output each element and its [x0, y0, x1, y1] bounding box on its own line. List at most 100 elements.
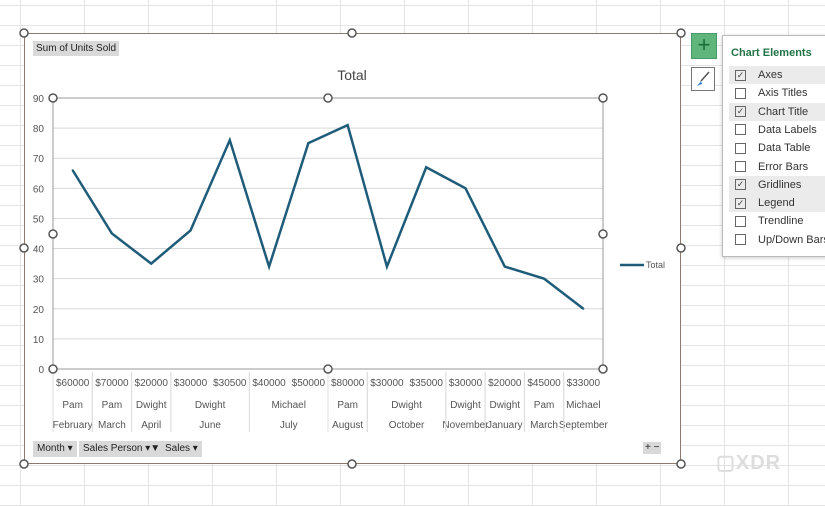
- chart-elements-panel: Chart Elements ✓ Axes Axis Titles ✓ Chart Ti…: [722, 35, 825, 257]
- series-line-total[interactable]: [71, 123, 585, 310]
- chart-element-label: Axes: [758, 69, 783, 81]
- chart-element-error-bars[interactable]: Error Bars: [729, 158, 825, 176]
- chart-styles-button[interactable]: [691, 67, 715, 91]
- checkbox[interactable]: [735, 161, 746, 172]
- values-field-button[interactable]: Sum of Units Sold: [33, 41, 120, 56]
- chart-resize-handle[interactable]: [19, 459, 29, 469]
- person-group-label: Pam: [62, 400, 83, 411]
- data-point[interactable]: [425, 166, 428, 169]
- chart-element-gridlines[interactable]: ✓ Gridlines: [729, 175, 825, 194]
- plot-resize-handle[interactable]: [48, 229, 58, 239]
- person-group-label: Dwight: [391, 400, 422, 411]
- person-group-label: Dwight: [489, 400, 520, 411]
- plot-resize-handle[interactable]: [323, 93, 333, 103]
- checkbox[interactable]: ✓: [735, 69, 746, 81]
- y-tick-label: 0: [38, 365, 44, 376]
- expand-collapse-buttons[interactable]: + −: [643, 442, 662, 454]
- data-point[interactable]: [189, 229, 192, 232]
- legend-label[interactable]: Total: [646, 260, 665, 270]
- x-tick-label: $30000: [449, 378, 483, 389]
- chart-element-data-table[interactable]: Data Table: [729, 139, 825, 157]
- x-tick-label: $30500: [213, 378, 247, 389]
- chart-element-label: Axis Titles: [758, 87, 808, 100]
- chart-element-label: Data Labels: [758, 123, 817, 136]
- x-tick-label: $80000: [331, 378, 365, 389]
- checkbox[interactable]: [735, 87, 746, 99]
- month-group-label: March: [530, 420, 558, 431]
- xdr-watermark: ▢XDR: [716, 452, 782, 474]
- person-group-label: Pam: [102, 400, 123, 411]
- data-point[interactable]: [385, 265, 388, 268]
- y-tick-label: 20: [33, 305, 45, 316]
- checkbox[interactable]: ✓: [735, 197, 746, 209]
- plot-resize-handle[interactable]: [598, 229, 608, 239]
- chart-element-up-down-bars[interactable]: Up/Down Bars: [729, 231, 825, 249]
- chart-elements-button[interactable]: +: [691, 33, 717, 59]
- data-point[interactable]: [582, 307, 585, 310]
- x-tick-label: $30000: [370, 378, 404, 389]
- x-tick-label: $20000: [135, 378, 169, 389]
- checkbox[interactable]: [735, 215, 746, 227]
- y-tick-label: 40: [33, 245, 45, 256]
- sales-person-field-button[interactable]: Sales Person ▾▼: [79, 441, 165, 457]
- chart-resize-handle[interactable]: [676, 459, 686, 469]
- chart-title: Total: [337, 67, 367, 83]
- data-point[interactable]: [307, 142, 310, 145]
- x-tick-label: $30000: [174, 378, 208, 389]
- month-group-label: June: [199, 420, 221, 431]
- plot-resize-handle[interactable]: [323, 364, 333, 374]
- y-tick-label: 50: [33, 214, 45, 225]
- data-point[interactable]: [346, 124, 349, 127]
- plot-area[interactable]: [52, 97, 604, 370]
- checkbox[interactable]: [735, 234, 746, 246]
- plot-resize-handle[interactable]: [48, 93, 58, 103]
- chart-element-chart-title[interactable]: ✓ Chart Title: [729, 102, 825, 121]
- plot-resize-handle[interactable]: [598, 364, 608, 374]
- data-point[interactable]: [503, 265, 506, 268]
- checkbox[interactable]: ✓: [735, 179, 746, 191]
- chart-resize-handle[interactable]: [676, 243, 686, 253]
- chart-resize-handle[interactable]: [19, 243, 29, 253]
- chart-resize-handle[interactable]: [347, 28, 357, 38]
- person-group-label: Michael: [566, 400, 600, 411]
- chart-resize-handle[interactable]: [676, 28, 686, 38]
- sales-field-button[interactable]: Sales ▾: [161, 441, 202, 457]
- filter-icon: ▼: [150, 443, 161, 454]
- month-label: Month: [37, 443, 65, 454]
- chart-element-label: Data Table: [758, 142, 811, 155]
- month-field-button[interactable]: Month ▾: [33, 441, 77, 457]
- chart-element-axis-titles[interactable]: Axis Titles: [729, 84, 825, 102]
- data-point[interactable]: [71, 169, 74, 172]
- data-point[interactable]: [543, 277, 546, 280]
- checkbox[interactable]: [735, 124, 746, 136]
- chart-element-data-labels[interactable]: Data Labels: [729, 121, 825, 139]
- data-point[interactable]: [228, 139, 231, 142]
- plot-resize-handle[interactable]: [598, 93, 608, 103]
- month-group-label: September: [559, 420, 609, 431]
- chart-resize-handle[interactable]: [19, 28, 29, 38]
- data-point[interactable]: [464, 187, 467, 190]
- chart-resize-handle[interactable]: [347, 459, 357, 469]
- y-tick-label: 10: [33, 335, 45, 346]
- chart-element-trendline[interactable]: Trendline: [729, 212, 825, 230]
- data-point[interactable]: [150, 262, 153, 265]
- person-group-label: Pam: [534, 400, 555, 411]
- data-point[interactable]: [268, 265, 271, 268]
- chart-element-label: Error Bars: [758, 160, 809, 173]
- person-group-label: Dwight: [450, 400, 481, 411]
- month-group-label: March: [98, 420, 126, 431]
- data-point[interactable]: [110, 232, 113, 235]
- x-tick-label: $35000: [410, 378, 444, 389]
- month-group-label: February: [53, 420, 93, 431]
- plot-resize-handle[interactable]: [48, 364, 58, 374]
- y-tick-label: 70: [33, 154, 45, 165]
- chart-element-label: Trendline: [758, 215, 804, 228]
- x-tick-label: $60000: [56, 378, 90, 389]
- x-tick-label: $50000: [292, 378, 326, 389]
- chart-element-axes[interactable]: ✓ Axes: [729, 66, 825, 84]
- chart-element-legend[interactable]: ✓ Legend: [729, 194, 825, 213]
- checkbox[interactable]: [735, 142, 746, 154]
- checkbox[interactable]: ✓: [735, 106, 746, 118]
- chart-element-label: Up/Down Bars: [758, 233, 825, 246]
